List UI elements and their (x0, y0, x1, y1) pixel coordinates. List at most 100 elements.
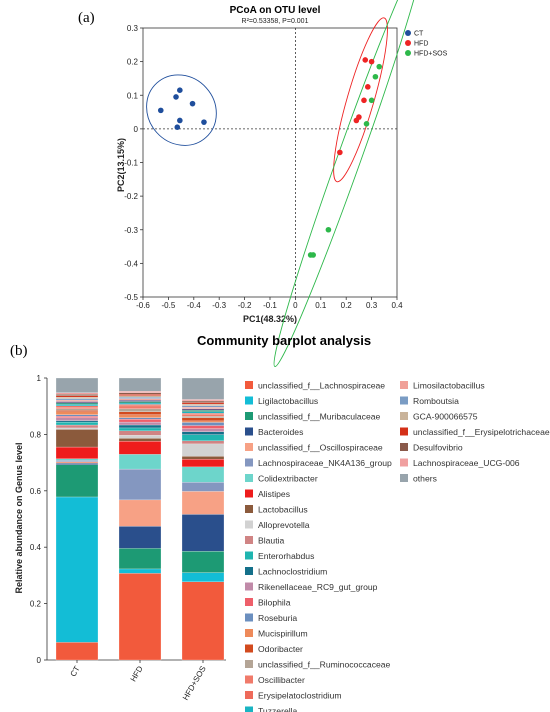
bar-segment (55, 464, 99, 498)
bar-segment (55, 427, 99, 430)
legend-swatch (245, 412, 253, 420)
bar-segment (118, 398, 162, 401)
bar-segment (181, 551, 225, 573)
legend-label: Oscillibacter (258, 675, 305, 685)
y-tick-label: -0.5 (124, 293, 138, 302)
legend-label: CT (414, 31, 424, 38)
panel-a-label: (a) (78, 10, 95, 26)
y-tick-label: 0.2 (30, 600, 42, 609)
bar-segment (181, 466, 225, 483)
legend-label: Lachnospiraceae_NK4A136_group (258, 458, 392, 468)
bar-segment (118, 414, 162, 418)
legend-label: Rikenellaceae_RC9_gut_group (258, 582, 378, 592)
confidence-ellipse (333, 17, 388, 183)
bar-segment (118, 419, 162, 423)
scatter-point (201, 119, 207, 125)
scatter-point (368, 97, 375, 104)
y-tick-label: 1 (37, 374, 42, 383)
bar-segment (55, 414, 99, 417)
legend-label: HFD+SOS (414, 51, 448, 58)
legend-swatch (245, 520, 253, 529)
bar-segment (118, 402, 162, 405)
bar-segment (181, 403, 225, 406)
bar-segment (118, 401, 162, 404)
bar-segment (181, 491, 225, 515)
y-tick-label: -0.4 (124, 259, 138, 268)
legend-label: Alloprevotella (258, 520, 310, 530)
legend-swatch (245, 443, 253, 451)
x-tick-label: 0.1 (315, 301, 327, 310)
x-tick-label: -0.1 (263, 301, 277, 310)
bar-segment (55, 407, 99, 409)
bar-segment (118, 468, 162, 501)
bar-segment (55, 408, 99, 411)
legend-swatch (245, 474, 253, 482)
scatter-point (376, 63, 383, 70)
bar-segment (118, 499, 162, 527)
bar-segment (118, 441, 162, 455)
x-tick-label: 0.3 (366, 301, 378, 310)
y-tick-label: 0 (134, 125, 139, 134)
bar-segment (55, 461, 99, 464)
bar-segment (55, 460, 99, 462)
y-tick-label: 0.1 (127, 91, 139, 100)
scatter-point (173, 94, 179, 100)
legend-label: Limosilactobacillus (413, 381, 485, 391)
legend-label: unclassified_f__Ruminococcaceae (258, 660, 391, 670)
bar-segment (118, 526, 162, 549)
bar-segment (181, 402, 225, 405)
bar-segment (118, 391, 162, 393)
bar-segment (118, 435, 162, 439)
x-tick-label: HFD+SOS (181, 665, 208, 702)
scatter-point (362, 57, 369, 63)
legend-label: others (413, 474, 437, 484)
y-tick-label: 0.3 (127, 24, 139, 33)
legend-label: Ligilactobacillus (258, 396, 318, 406)
legend-swatch (245, 551, 253, 560)
bar-segment (55, 392, 99, 395)
legend-marker (405, 40, 411, 46)
legend-swatch (400, 381, 408, 389)
bar-segment (118, 395, 162, 398)
bar-segment (181, 425, 225, 429)
legend-swatch (245, 660, 253, 668)
scatter-point (189, 100, 196, 107)
legend-label: Romboutsia (413, 396, 459, 406)
bar-segment (118, 417, 162, 420)
pcoa-subtitle: R²=0.53358, P=0.001 (242, 18, 309, 25)
bar-segment (55, 458, 99, 461)
bar-segment (55, 399, 99, 402)
x-tick-label: -0.2 (238, 301, 252, 310)
bar-segment (181, 410, 225, 412)
bar-segment (118, 377, 162, 392)
bar-segment (118, 573, 162, 661)
panel-b-label: (b) (10, 343, 28, 359)
legend-swatch (245, 427, 253, 436)
y-tick-label: 0.8 (30, 430, 42, 439)
x-tick-label: -0.3 (212, 301, 226, 310)
bar-segment (181, 443, 225, 457)
bar-segment (181, 399, 225, 402)
bar-segment (181, 514, 225, 552)
pcoa-title: PCoA on OTU level (230, 5, 321, 16)
scatter-point (372, 73, 379, 80)
legend-swatch (400, 458, 408, 467)
legend-swatch (245, 644, 253, 653)
bar-segment (55, 395, 99, 398)
x-tick-label: 0.2 (341, 301, 353, 310)
legend-label: Erysipelatoclostridium (258, 691, 342, 701)
legend-label: Lachnospiraceae_UCG-006 (413, 458, 520, 468)
bar-segment (55, 416, 99, 418)
x-tick-label: -0.4 (187, 301, 201, 310)
scatter-point (310, 252, 316, 258)
confidence-ellipse (146, 74, 217, 146)
legend-swatch (245, 706, 253, 712)
barplot-ylabel: Relative abundance on Genus level (14, 442, 24, 593)
bar-segment (181, 420, 225, 423)
legend-label: HFD (414, 41, 428, 48)
legend-label: Enterorhabdus (258, 551, 314, 561)
y-tick-label: -0.3 (124, 226, 138, 235)
legend-label: Roseburia (258, 613, 297, 623)
bar-segment (118, 404, 162, 407)
